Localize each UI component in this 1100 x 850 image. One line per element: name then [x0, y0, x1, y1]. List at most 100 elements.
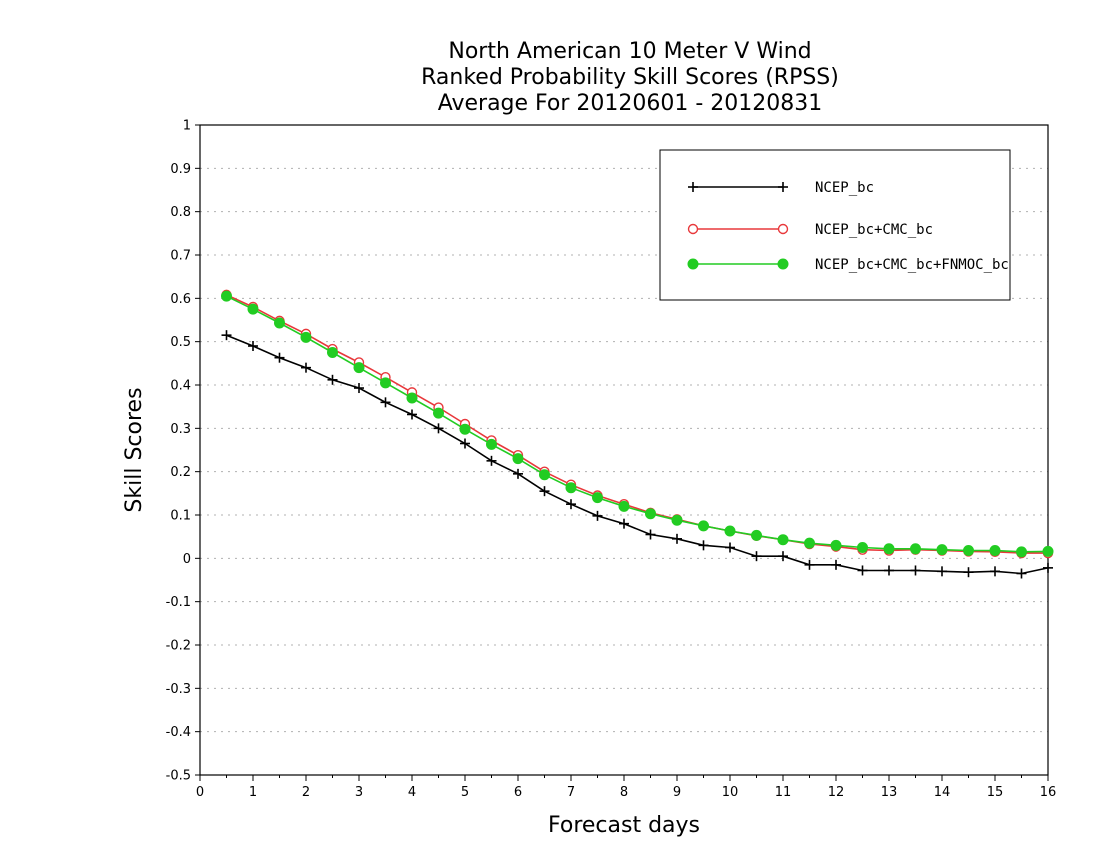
x-tick-label: 2	[302, 785, 310, 800]
y-tick-label: 0	[183, 552, 191, 567]
data-point	[698, 540, 709, 551]
y-tick-label: -0.2	[166, 639, 191, 654]
x-tick-label: 4	[408, 785, 416, 800]
data-point	[433, 423, 444, 434]
series-NCEP_bc	[221, 330, 1053, 579]
data-point	[433, 407, 444, 419]
data-point	[1016, 546, 1027, 558]
data-point	[221, 290, 232, 302]
data-point	[566, 499, 576, 510]
data-point	[936, 544, 948, 556]
data-point	[910, 543, 921, 555]
data-point	[539, 486, 550, 497]
data-point	[804, 537, 815, 549]
x-tick-label: 16	[1040, 785, 1057, 800]
data-point	[751, 551, 762, 562]
series-NCEP_bc+CMC_bc	[221, 289, 1054, 559]
series-line	[226, 294, 1048, 554]
data-point	[274, 352, 285, 363]
data-point	[460, 438, 470, 449]
x-axis-label: Forecast days	[548, 813, 700, 838]
legend-item: NCEP_bc+CMC_bc+FNMOC_bc	[687, 257, 1009, 273]
data-point	[830, 539, 842, 551]
data-point	[857, 542, 868, 553]
y-tick-label: 0.4	[170, 379, 191, 394]
data-point	[645, 508, 656, 520]
data-point	[751, 529, 762, 541]
x-tick-label: 12	[828, 785, 845, 800]
y-tick-label: 0.9	[170, 162, 191, 177]
x-tick-label: 3	[355, 785, 363, 800]
data-point	[486, 455, 497, 466]
series-line	[226, 334, 1049, 575]
data-point	[672, 533, 682, 544]
y-axis-label: Skill Scores	[122, 387, 147, 512]
x-tick-label: 9	[673, 785, 681, 800]
x-tick-label: 13	[881, 785, 898, 800]
legend-label: NCEP_bc+CMC_bc+FNMOC_bc	[815, 257, 1009, 273]
x-tick-label: 15	[987, 785, 1004, 800]
data-point	[831, 559, 841, 570]
data-point	[512, 453, 524, 465]
series-NCEP_bc+CMC_bc+FNMOC_bc	[221, 290, 1054, 558]
x-tick-label: 0	[196, 785, 204, 800]
data-point	[1016, 568, 1027, 579]
data-point	[380, 377, 391, 389]
data-point	[724, 525, 736, 537]
chart-title: North American 10 Meter V Wind Ranked Pr…	[421, 39, 839, 116]
data-point	[990, 566, 1000, 577]
data-point	[883, 543, 895, 555]
data-point	[513, 468, 523, 479]
legend-item: NCEP_bc+CMC_bc	[687, 222, 933, 238]
series-line	[226, 295, 1049, 553]
data-point	[963, 545, 974, 557]
x-tick-label: 5	[461, 785, 469, 800]
y-tick-label: -0.4	[166, 725, 191, 740]
legend-label: NCEP_bc+CMC_bc	[815, 222, 933, 238]
y-tick-label: 0.6	[170, 292, 191, 307]
x-tick-label: 1	[249, 785, 257, 800]
legend-swatch-marker	[777, 223, 789, 235]
legend-swatch-marker	[687, 223, 699, 235]
data-point	[1042, 545, 1054, 557]
data-point	[963, 567, 974, 578]
data-point	[565, 482, 577, 494]
chart-title-line-1: North American 10 Meter V Wind	[448, 39, 811, 64]
legend: NCEP_bc NCEP_bc+CMC_bc NCEP_bc+CMC_bc+FNMO…	[659, 149, 1011, 301]
data-point	[618, 500, 630, 512]
data-point	[777, 534, 789, 546]
x-tick-label: 6	[514, 785, 522, 800]
y-tick-label: 0.8	[170, 205, 191, 220]
data-point	[248, 341, 258, 351]
data-point	[247, 303, 259, 315]
y-tick-label: -0.3	[166, 682, 191, 697]
data-point	[301, 362, 311, 373]
legend-item: NCEP_bc	[688, 180, 874, 196]
y-tick-label: 0.1	[170, 509, 191, 524]
data-point	[804, 559, 815, 570]
data-point	[645, 529, 656, 540]
y-tick-label: 1	[183, 119, 191, 134]
data-point	[671, 514, 683, 526]
data-point	[353, 362, 365, 374]
chart-title-line-2: Ranked Probability Skill Scores (RPSS)	[421, 65, 839, 90]
data-point	[407, 409, 417, 420]
data-point	[1043, 562, 1053, 573]
x-tick-label: 8	[620, 785, 628, 800]
legend-swatch-marker	[778, 182, 788, 192]
data-point	[406, 392, 418, 404]
y-tick-label: 0.2	[170, 465, 191, 480]
legend-swatch-marker	[777, 258, 789, 270]
y-tick-label: 0.7	[170, 249, 191, 264]
data-point	[989, 545, 1001, 557]
x-tick-label: 10	[722, 785, 739, 800]
x-tick-label: 14	[934, 785, 951, 800]
data-point	[486, 438, 497, 450]
data-point	[592, 492, 603, 504]
data-point	[274, 317, 285, 329]
data-point	[857, 565, 868, 576]
data-point	[619, 518, 629, 529]
axis-ticks: -0.5 -0.4 -0.3 -0.2 -0.1 0 0.1 0.2 0.3 0.4 0.5 0.6 0…	[166, 119, 1057, 801]
y-tick-label: 0.3	[170, 422, 191, 437]
